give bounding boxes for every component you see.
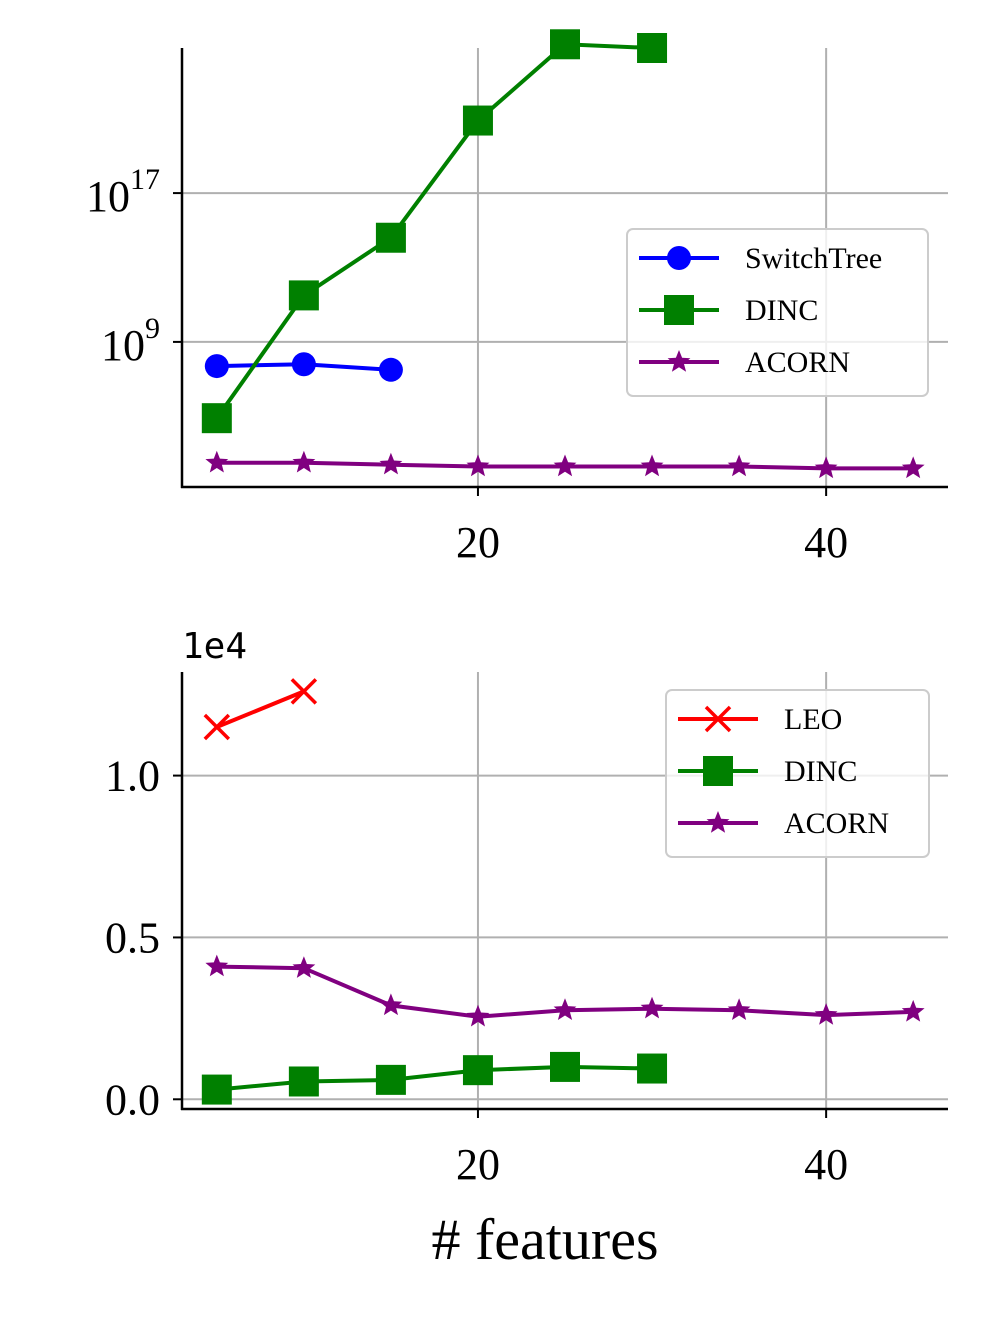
data-point-acorn (640, 996, 664, 1019)
x-axis-label: # features (431, 1207, 658, 1272)
series-dinc (201, 1051, 668, 1105)
legend-label: LEO (784, 703, 842, 736)
legend-item-switchtree: SwitchTree (639, 242, 882, 275)
data-point-acorn (901, 456, 925, 479)
legend: LEO DINC ACORN (665, 689, 930, 858)
data-point-dinc (201, 403, 232, 434)
data-point-dinc (201, 1074, 232, 1105)
data-point-acorn (727, 454, 751, 477)
data-point-dinc (462, 105, 493, 136)
legend-box (665, 689, 930, 858)
data-point-leo (290, 678, 318, 705)
legend-item-dinc: DINC (678, 755, 857, 788)
data-point-acorn (205, 954, 229, 977)
data-point-dinc (637, 33, 668, 63)
y-tick-label: 0.0 (105, 1075, 160, 1124)
bottom-chart-linear-scale: 20 40 0.0 0.5 1.0 1e4 # features LEO DINC ACORN (105, 626, 948, 1272)
series-acorn (205, 954, 925, 1027)
data-point-acorn (814, 456, 838, 479)
series-line-dinc (215, 42, 653, 420)
data-point-acorn (205, 450, 229, 473)
data-point-acorn (466, 454, 490, 477)
data-point-dinc (288, 1066, 319, 1097)
series-line-leo (216, 689, 305, 729)
data-point-acorn (901, 999, 925, 1022)
legend-label: ACORN (745, 346, 850, 379)
y-tick-label: 0.5 (105, 913, 160, 962)
data-point-dinc (550, 29, 580, 60)
legend-marker (706, 811, 730, 833)
series-dinc (201, 29, 668, 434)
data-point-dinc (462, 1055, 493, 1086)
data-point-leo (203, 713, 231, 741)
data-point-dinc (550, 1051, 580, 1082)
data-point-switchtree (204, 354, 229, 379)
data-point-acorn (727, 998, 751, 1020)
series-acorn (205, 450, 925, 479)
x-tick-label: 40 (804, 1140, 848, 1189)
data-point-dinc (637, 1053, 668, 1084)
legend-item-dinc: DINC (639, 294, 818, 327)
x-tick-label: 20 (456, 1140, 500, 1189)
legend-marker (703, 756, 733, 786)
legend-label: SwitchTree (745, 242, 882, 275)
data-point-acorn (553, 454, 577, 477)
legend-label: DINC (745, 294, 818, 327)
data-point-acorn (379, 452, 403, 475)
legend-marker (704, 705, 732, 733)
data-point-acorn (292, 956, 316, 978)
x-tick-label: 20 (456, 518, 500, 567)
legend-label: DINC (784, 755, 857, 788)
x-tick-label: 40 (804, 518, 848, 567)
y-offset-label: 1e4 (182, 626, 247, 667)
legend: SwitchTree DINC ACORN (626, 228, 929, 397)
y-tick-label: 1017 (86, 163, 160, 221)
data-point-acorn (292, 450, 316, 473)
legend-marker (664, 295, 694, 325)
data-point-acorn (814, 1003, 838, 1025)
legend-item-leo: LEO (678, 703, 842, 736)
series-line-dinc (216, 1064, 653, 1092)
legend-item-acorn: ACORN (639, 346, 850, 379)
data-point-dinc (375, 222, 406, 253)
top-chart-log-scale: 20 40 109 1017 SwitchTree DINC ACORN (86, 29, 948, 567)
legend-marker (667, 246, 691, 270)
data-point-acorn (379, 993, 403, 1016)
data-point-acorn (466, 1004, 490, 1027)
data-point-acorn (553, 998, 577, 1020)
y-tick-label: 109 (101, 312, 160, 370)
series-leo (203, 678, 318, 741)
data-point-switchtree (291, 352, 316, 377)
series-switchtree (204, 352, 403, 382)
legend-marker (667, 350, 691, 372)
data-point-dinc (375, 1064, 406, 1095)
legend-label: ACORN (784, 807, 889, 840)
data-point-switchtree (378, 357, 403, 382)
legend-item-acorn: ACORN (678, 807, 889, 840)
data-point-acorn (640, 454, 664, 477)
legend-box (626, 228, 929, 397)
y-tick-label: 1.0 (105, 752, 160, 801)
data-point-dinc (288, 280, 319, 311)
